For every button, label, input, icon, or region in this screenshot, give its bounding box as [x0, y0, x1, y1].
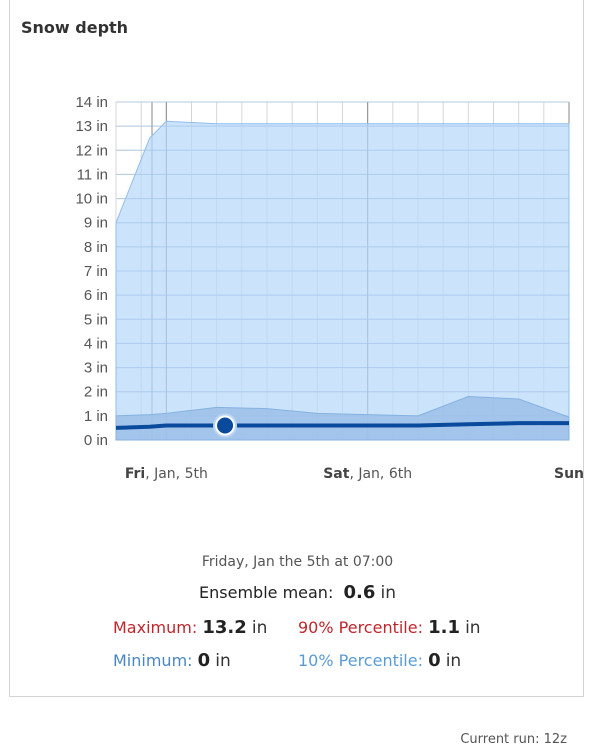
y-tick-label: 7 in: [84, 263, 108, 280]
chart-title: Snow depth: [21, 18, 129, 37]
y-tick-label: 6 in: [84, 287, 108, 304]
minimum-unit: in: [215, 651, 231, 671]
x-tick-label: Sun: [554, 466, 584, 482]
y-tick-label: 0 in: [84, 432, 108, 449]
p10-row: 10% Percentile: 0 in: [298, 650, 461, 671]
y-tick-label: 8 in: [84, 239, 108, 256]
maximum-label: Maximum:: [113, 618, 198, 637]
minimum-label: Minimum:: [113, 651, 193, 670]
ensemble-mean-value: 0.6: [343, 582, 376, 603]
current-run: Current run: 12z: [460, 732, 567, 747]
ensemble-mean-row: Ensemble mean: 0.6 in: [0, 582, 595, 603]
y-tick-label: 5 in: [84, 311, 108, 328]
y-tick-label: 14 in: [75, 94, 108, 111]
p10-value: 0: [428, 650, 441, 671]
y-tick-label: 10 in: [75, 191, 108, 208]
x-tick-label: Sat, Jan, 6th: [323, 466, 412, 482]
p90-label: 90% Percentile:: [298, 618, 423, 637]
tooltip-timestamp: Friday, Jan the 5th at 07:00: [201, 554, 394, 570]
y-tick-label: 9 in: [84, 215, 108, 232]
y-tick-label: 12 in: [75, 142, 108, 159]
y-tick-label: 2 in: [84, 384, 108, 401]
p10-unit: in: [445, 651, 462, 671]
snow-depth-chart[interactable]: 0 in 1 in 2 in 3 in 4 in 5 in 6 in 7 in 8 in 9 in…: [0, 0, 595, 520]
x-tick-label: Fri, Jan, 5th: [125, 466, 208, 482]
minimum-row: Minimum: 0 in: [113, 650, 231, 671]
ensemble-mean-line: [115, 421, 569, 430]
maximum-unit: in: [251, 618, 268, 638]
p90-value: 1.1: [428, 617, 460, 638]
y-tick-label: 11 in: [77, 166, 108, 183]
p90-unit: in: [465, 618, 481, 638]
y-tick-label: 1 in: [84, 408, 108, 425]
y-tick-label: 13 in: [75, 118, 108, 135]
ensemble-mean-unit: in: [380, 583, 396, 603]
minimum-value: 0: [197, 650, 211, 671]
p10-label: 10% Percentile:: [298, 651, 423, 670]
y-tick-label: 3 in: [84, 360, 108, 377]
maximum-value: 13.2: [202, 617, 247, 638]
ensemble-mean-label: Ensemble mean:: [199, 583, 334, 602]
highlight-marker: [217, 417, 234, 434]
y-tick-label: 4 in: [84, 335, 108, 352]
maximum-row: Maximum: 13.2 in: [113, 617, 267, 638]
p90-row: 90% Percentile: 1.1 in: [298, 617, 481, 638]
